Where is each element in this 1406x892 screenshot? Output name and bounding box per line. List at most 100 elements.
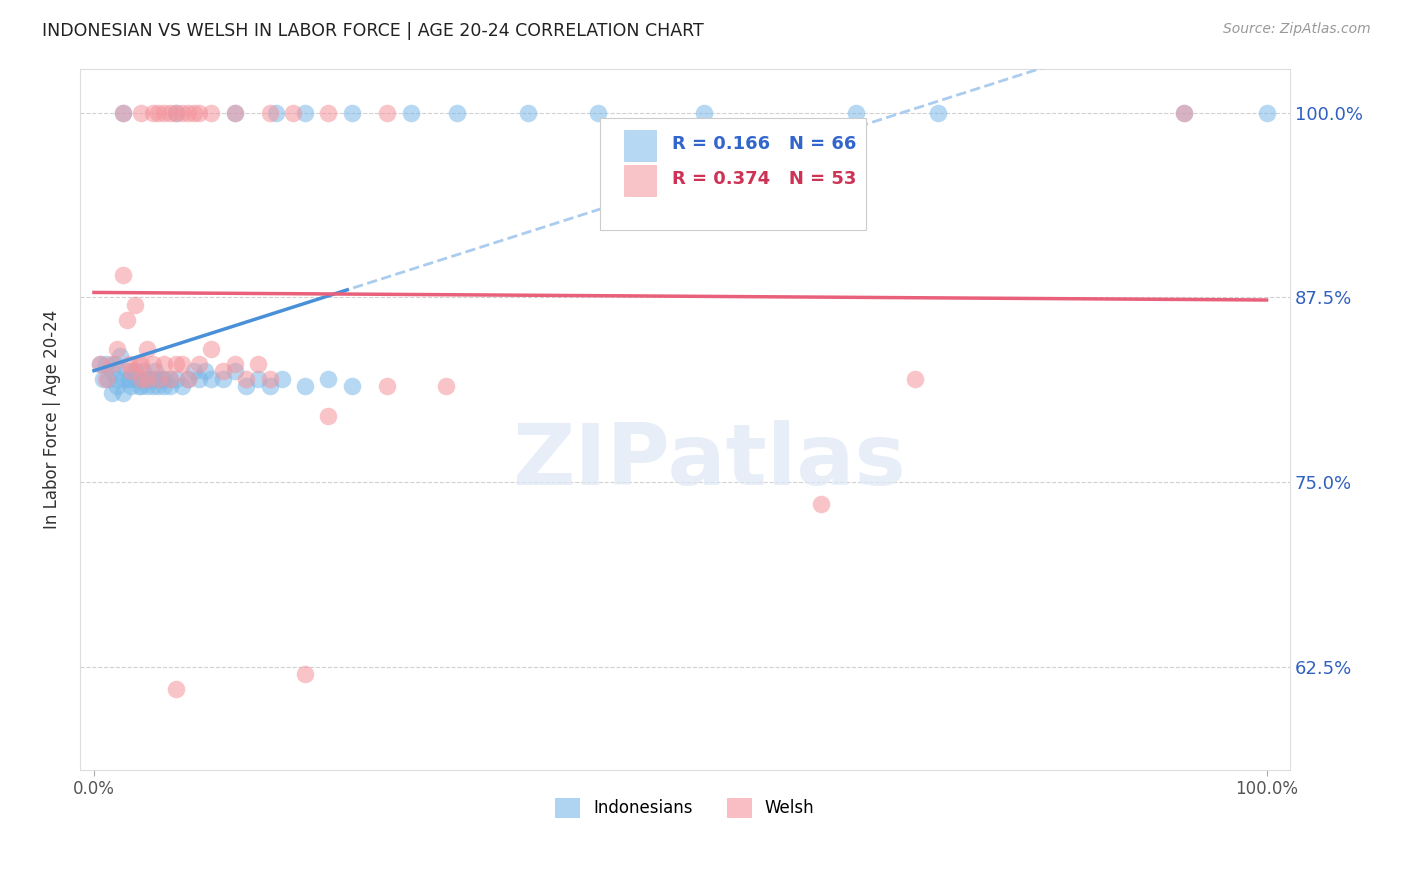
Point bbox=[129, 357, 152, 371]
Text: R = 0.166   N = 66: R = 0.166 N = 66 bbox=[672, 136, 856, 153]
Point bbox=[128, 357, 150, 371]
Point bbox=[170, 379, 193, 393]
Point bbox=[586, 105, 609, 120]
Point bbox=[121, 364, 143, 378]
Point bbox=[153, 105, 176, 120]
Point bbox=[340, 379, 363, 393]
Point bbox=[294, 379, 316, 393]
Point bbox=[105, 379, 128, 393]
Y-axis label: In Labor Force | Age 20-24: In Labor Force | Age 20-24 bbox=[44, 310, 60, 529]
Point bbox=[927, 105, 949, 120]
Point bbox=[105, 371, 128, 385]
Point bbox=[121, 379, 143, 393]
Point bbox=[283, 105, 305, 120]
Point bbox=[89, 357, 111, 371]
Point bbox=[318, 105, 340, 120]
Point bbox=[375, 105, 398, 120]
Legend: Indonesians, Welsh: Indonesians, Welsh bbox=[548, 791, 821, 825]
Point bbox=[115, 364, 138, 378]
Point bbox=[446, 105, 468, 120]
Point bbox=[124, 364, 146, 378]
FancyBboxPatch shape bbox=[624, 165, 657, 196]
Point bbox=[177, 371, 200, 385]
Text: R = 0.374   N = 53: R = 0.374 N = 53 bbox=[672, 170, 856, 188]
Point bbox=[247, 371, 270, 385]
Point bbox=[904, 371, 927, 385]
Point bbox=[259, 105, 281, 120]
Point bbox=[375, 379, 398, 393]
Point bbox=[118, 371, 141, 385]
Point bbox=[153, 371, 176, 385]
Point bbox=[150, 371, 173, 385]
Point bbox=[100, 386, 122, 401]
Point bbox=[104, 357, 127, 371]
Point bbox=[177, 105, 200, 120]
Point bbox=[170, 357, 193, 371]
Point bbox=[91, 371, 114, 385]
Text: ZIPatlas: ZIPatlas bbox=[512, 420, 905, 503]
Point bbox=[142, 357, 165, 371]
FancyBboxPatch shape bbox=[624, 130, 657, 161]
Point bbox=[159, 379, 181, 393]
Point bbox=[112, 268, 135, 283]
Point bbox=[1173, 105, 1195, 120]
Point bbox=[165, 357, 187, 371]
Point bbox=[259, 371, 281, 385]
Point bbox=[434, 379, 457, 393]
Point bbox=[224, 105, 246, 120]
Point bbox=[148, 105, 170, 120]
Point bbox=[129, 371, 152, 385]
Point bbox=[148, 371, 170, 385]
Point bbox=[142, 379, 165, 393]
Point bbox=[148, 371, 170, 385]
Point bbox=[183, 364, 205, 378]
Point bbox=[159, 105, 181, 120]
Point bbox=[188, 371, 211, 385]
Point bbox=[108, 350, 131, 364]
Point bbox=[112, 371, 135, 385]
Point bbox=[89, 357, 111, 371]
Point bbox=[693, 105, 716, 120]
Text: Source: ZipAtlas.com: Source: ZipAtlas.com bbox=[1223, 22, 1371, 37]
Point bbox=[224, 357, 246, 371]
Point bbox=[264, 105, 287, 120]
Point bbox=[247, 357, 270, 371]
Point bbox=[318, 371, 340, 385]
Point bbox=[94, 371, 117, 385]
Point bbox=[129, 105, 152, 120]
Point bbox=[124, 298, 146, 312]
Point bbox=[118, 357, 141, 371]
Point bbox=[112, 386, 135, 401]
Point bbox=[318, 409, 340, 423]
Point bbox=[170, 105, 193, 120]
Point bbox=[200, 371, 222, 385]
Point bbox=[115, 312, 138, 326]
Point bbox=[135, 342, 157, 356]
Point bbox=[183, 105, 205, 120]
Point bbox=[135, 379, 157, 393]
Point bbox=[135, 371, 157, 385]
Point bbox=[159, 371, 181, 385]
Text: INDONESIAN VS WELSH IN LABOR FORCE | AGE 20-24 CORRELATION CHART: INDONESIAN VS WELSH IN LABOR FORCE | AGE… bbox=[42, 22, 704, 40]
Point bbox=[188, 105, 211, 120]
Point bbox=[159, 371, 181, 385]
Point bbox=[132, 364, 155, 378]
Point bbox=[810, 497, 832, 511]
Point bbox=[94, 357, 117, 371]
Point bbox=[165, 681, 187, 696]
Point bbox=[224, 364, 246, 378]
Point bbox=[188, 357, 211, 371]
Point bbox=[165, 371, 187, 385]
Point bbox=[153, 357, 176, 371]
Point bbox=[212, 364, 235, 378]
FancyBboxPatch shape bbox=[600, 118, 866, 230]
Point bbox=[135, 371, 157, 385]
Point bbox=[142, 105, 165, 120]
Point bbox=[845, 105, 868, 120]
Point bbox=[105, 342, 128, 356]
Point bbox=[139, 371, 162, 385]
Point bbox=[112, 105, 135, 120]
Point bbox=[270, 371, 292, 385]
Point bbox=[200, 105, 222, 120]
Point bbox=[142, 371, 165, 385]
